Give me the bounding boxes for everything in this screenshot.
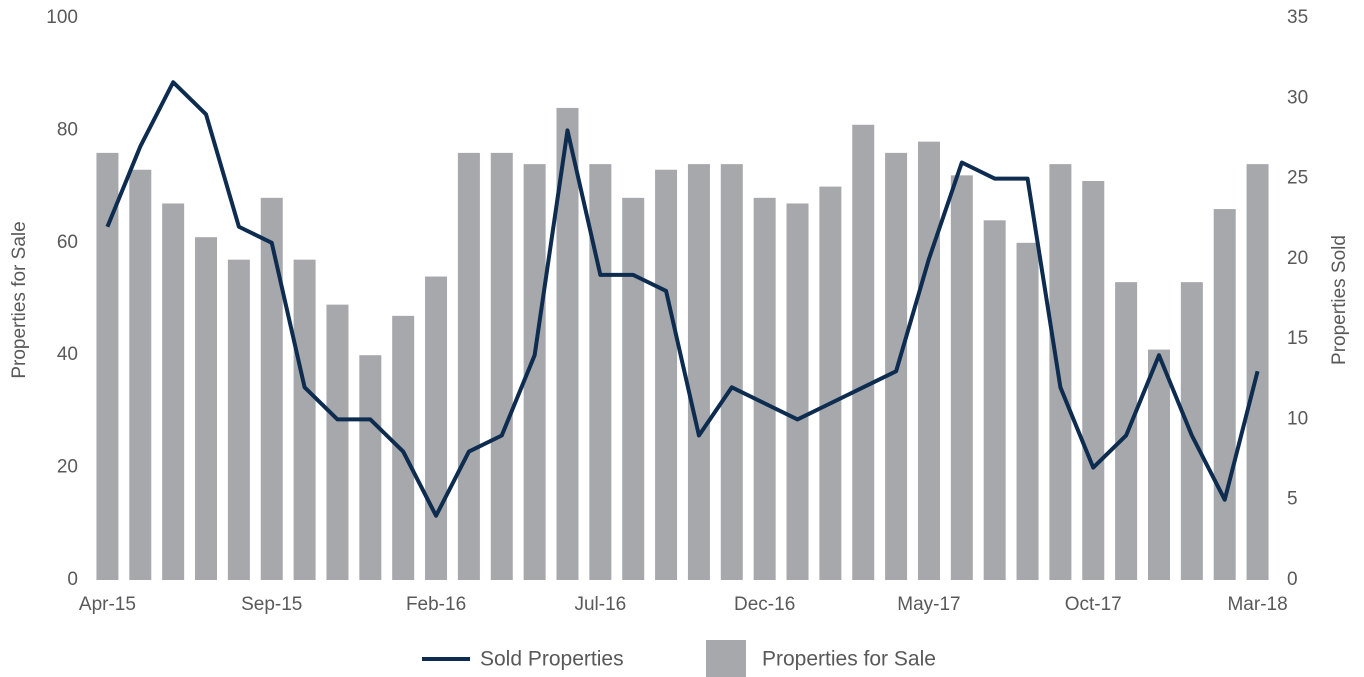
x-tick-label: Mar-18: [1227, 594, 1287, 615]
bar: [1213, 209, 1236, 580]
x-tick-label: Jul-16: [574, 594, 626, 615]
y2-tick-label: 25: [1287, 168, 1308, 189]
x-tick-label: May-17: [897, 594, 960, 615]
bar: [917, 141, 940, 580]
bar: [1016, 242, 1039, 581]
x-tick-label: Sep-15: [241, 594, 302, 615]
bar: [129, 169, 152, 581]
legend-swatch: [706, 640, 746, 677]
bar: [687, 164, 710, 580]
x-tick-label: Oct-17: [1065, 594, 1122, 615]
y2-tick-label: 20: [1287, 248, 1308, 269]
bar: [753, 197, 776, 580]
y-tick-label: 0: [67, 569, 78, 590]
y-tick-label: 100: [46, 7, 78, 28]
bar: [523, 164, 546, 580]
y2-axis-title: Properties Sold: [1329, 235, 1350, 365]
legend-label: Properties for Sale: [762, 648, 936, 671]
y2-tick-label: 10: [1287, 408, 1308, 429]
bar: [490, 152, 513, 580]
bar: [950, 175, 973, 581]
y2-tick-label: 15: [1287, 328, 1308, 349]
bar: [162, 203, 185, 580]
y2-tick-label: 5: [1287, 489, 1298, 510]
x-tick-label: Apr-15: [79, 594, 136, 615]
bar: [622, 197, 645, 580]
legend-label: Sold Properties: [480, 648, 624, 671]
x-tick-label: Feb-16: [406, 594, 466, 615]
bar: [1082, 180, 1105, 581]
bar: [556, 107, 579, 581]
y-tick-label: 60: [57, 232, 78, 253]
bar: [1049, 164, 1072, 580]
bar: [359, 355, 382, 580]
bar: [425, 276, 448, 580]
bar: [819, 186, 842, 580]
bar: [195, 237, 218, 580]
bar: [96, 152, 119, 580]
y2-tick-label: 35: [1287, 7, 1308, 28]
x-tick-label: Dec-16: [734, 594, 795, 615]
bar: [852, 124, 875, 580]
y-tick-label: 20: [57, 457, 78, 478]
bar: [227, 259, 250, 580]
bar: [293, 259, 316, 580]
bar: [392, 315, 415, 580]
y-tick-label: 40: [57, 344, 78, 365]
y-axis-title: Properties for Sale: [9, 221, 30, 378]
bar: [983, 220, 1006, 580]
bar: [589, 164, 612, 580]
bar: [786, 203, 809, 580]
bar: [260, 197, 283, 580]
y2-tick-label: 0: [1287, 569, 1298, 590]
bar: [326, 304, 349, 580]
line: [105, 80, 1260, 518]
y-tick-label: 80: [57, 119, 78, 140]
bar: [457, 152, 480, 580]
y2-tick-label: 30: [1287, 87, 1308, 108]
bar: [1147, 349, 1170, 580]
bar: [655, 169, 678, 581]
bar: [720, 164, 743, 580]
